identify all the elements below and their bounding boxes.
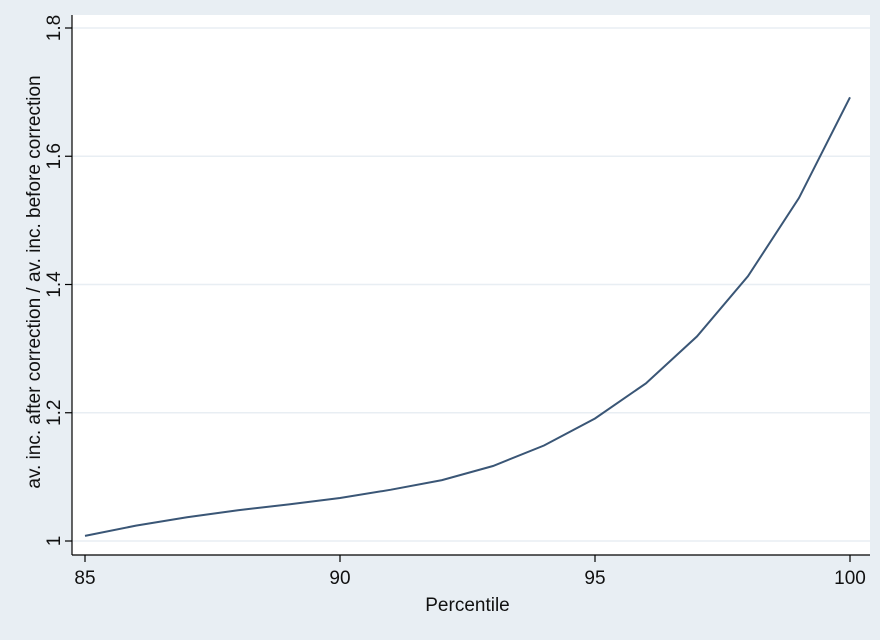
x-axis-ticks: 85 90 95 100 bbox=[74, 555, 866, 589]
grid-lines bbox=[72, 27, 870, 542]
y-axis-title: av. inc. after correction / av. inc. bef… bbox=[24, 75, 45, 488]
y-tick-label: 1.2 bbox=[44, 400, 65, 426]
x-tick-label: 100 bbox=[834, 568, 866, 589]
y-tick-label: 1.8 bbox=[44, 15, 65, 41]
x-axis-title: Percentile bbox=[425, 595, 510, 616]
y-tick-label: 1.4 bbox=[44, 271, 65, 298]
y-axis-ticks: 1 1.2 1.4 1.6 1.8 bbox=[44, 15, 72, 547]
series-line bbox=[84, 96, 851, 537]
y-tick-label: 1.6 bbox=[44, 143, 65, 169]
x-tick-label: 95 bbox=[584, 568, 605, 589]
y-tick-label: 1 bbox=[44, 536, 65, 547]
x-tick-label: 85 bbox=[74, 568, 95, 589]
x-tick-label: 90 bbox=[329, 568, 350, 589]
